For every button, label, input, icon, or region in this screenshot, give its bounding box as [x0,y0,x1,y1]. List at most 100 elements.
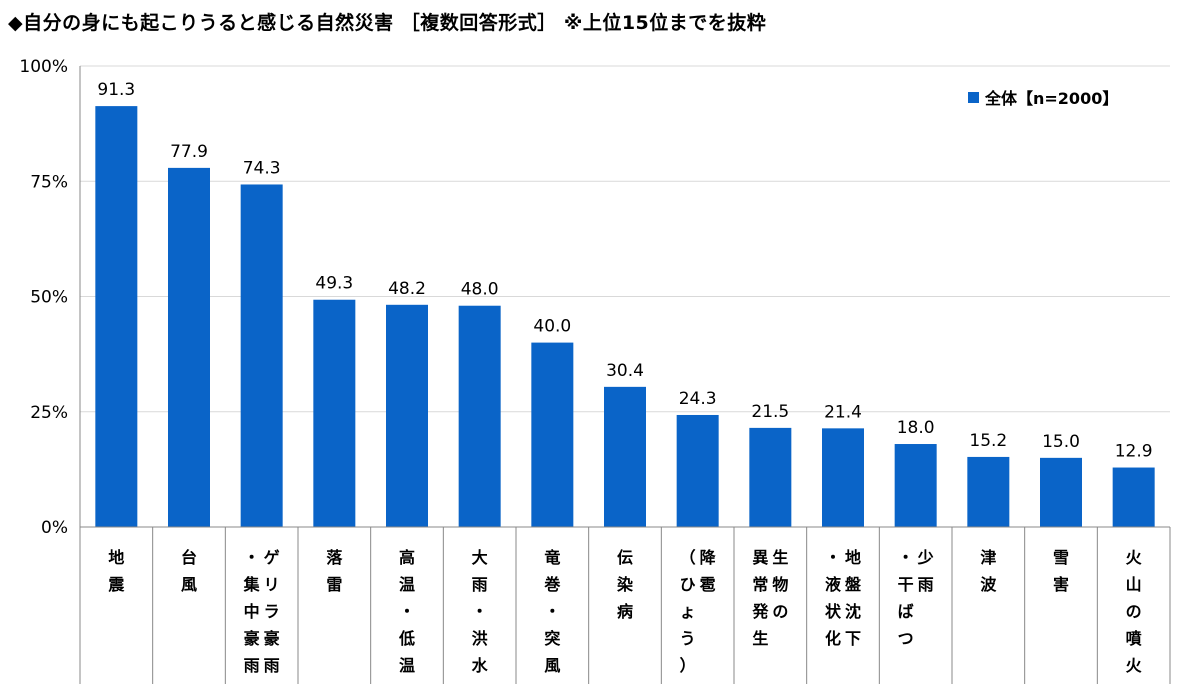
x-tick-char: 中 [244,602,260,621]
x-tick-char: 液 [825,575,842,594]
legend-label: 全体【n=2000】 [984,89,1118,108]
y-tick-label: 25% [30,403,68,423]
x-tick-char: 豪 [244,629,260,648]
x-tick-char: ・ [244,548,260,567]
data-label: 21.4 [824,402,862,422]
x-tick-char: 豪 [264,629,280,648]
x-tick-char: 水 [472,656,489,675]
bar [967,456,1010,527]
x-tick-char: 温 [398,575,415,594]
data-label: 30.4 [606,361,644,381]
x-tick-char: ・ [898,548,914,567]
bar [313,299,356,527]
x-tick-char: 火 [1126,656,1143,675]
x-tick-char: 雹 [700,575,716,594]
x-tick-label: 高温・低温 [398,548,415,675]
x-tick-char: 少 [917,548,934,567]
x-tick-label: 雪害 [1053,548,1069,594]
x-tick-char: つ [898,629,914,648]
data-label: 21.5 [751,402,789,422]
x-tick-char: ラ [264,602,280,621]
x-tick-char: 発 [751,602,769,621]
x-tick-char: 雨 [472,575,488,594]
x-tick-char: 波 [980,575,997,594]
x-tick-char: 常 [752,575,768,594]
bar [458,305,501,527]
x-tick-label: 地震 [107,548,125,594]
bar [1112,467,1155,527]
x-tick-char: ・ [825,548,841,567]
x-tick-char: 干 [898,575,914,594]
data-label: 77.9 [170,142,208,162]
x-tick-char: 状 [825,602,842,621]
x-tick-char: 降 [700,548,717,567]
chart-title: ◆自分の身にも起こりうると感じる自然災害 ［複数回答形式］ ※上位15位までを抜… [8,12,767,34]
x-tick-char: 風 [544,656,560,675]
bar [894,444,937,527]
x-tick-label: （ ひょう ） 降雹 [680,548,717,675]
x-tick-char: 竜 [544,548,560,567]
x-tick-char: 高 [399,548,415,567]
legend: 全体【n=2000】 [968,89,1118,108]
x-tick-char: の [1126,602,1142,621]
x-tick-label: 大雨・洪水 [472,548,489,675]
data-label: 12.9 [1115,442,1153,462]
x-tick-char: 震 [107,575,125,594]
x-tick-label: ・干ばつ 少雨 [898,548,934,648]
x-tick-char: 雷 [326,575,342,594]
bars [95,106,1155,528]
bar [531,342,574,527]
x-tick-char: （ [680,548,696,567]
x-tick-char: 風 [181,575,197,594]
bar [95,106,138,528]
x-tick-char: 伝 [617,548,633,567]
x-tick-char: 下 [845,629,861,648]
data-labels: 91.3 77.9 74.3 49.3 48.2 48.0 40.0 30.4 24.3 21.5… [97,80,1152,461]
x-tick-label: 竜巻・突風 [543,548,561,675]
x-tick-label: 伝染病 [616,548,634,621]
x-tick-char: 巻 [543,575,561,594]
data-label: 74.3 [243,158,281,178]
data-label: 49.3 [315,274,353,294]
x-tick-char: 大 [472,548,488,567]
x-tick-char: の [772,602,788,621]
x-tick-char: 低 [398,629,415,648]
x-tick-char: 台 [181,548,197,567]
x-tick-char: 盤 [845,575,862,594]
y-tick-label: 100% [19,57,68,77]
legend-swatch [968,92,979,103]
x-tick-char: ょ [680,602,696,621]
x-tick-char: 温 [398,656,415,675]
x-tick-char: リ [264,575,280,594]
x-tick-char: 津 [980,548,996,567]
data-label: 24.3 [679,389,717,409]
x-tick-char: 異 [752,548,768,567]
x-tick-label: 津波 [980,548,997,594]
x-tick-char: ・ [544,602,560,621]
x-tick-char: 生 [752,629,768,648]
x-tick-char: 沈 [845,602,861,621]
y-tick-label: 0% [41,518,68,538]
x-tick-char: 突 [544,629,560,648]
x-tick-char: 雨 [244,656,260,675]
bar [1040,457,1082,527]
x-tick-char: 地 [845,548,861,567]
bar [604,386,646,527]
x-tick-char: 火 [1126,548,1143,567]
data-label: 91.3 [97,80,135,100]
x-tick-char: ひ [680,575,696,594]
x-tick-char: ） [680,656,696,675]
bar [676,414,719,527]
x-axis: 地震台風・集中豪雨ゲリラ豪雨落雷高温・低温大雨・洪水竜巻・突風伝染病（ひょう）降… [79,526,1171,684]
y-tick-label: 75% [30,172,68,192]
x-tick-char: 雨 [264,656,280,675]
bar [386,304,428,527]
x-tick-char: 病 [617,602,633,621]
y-tick-label: 50% [30,288,68,308]
data-label: 40.0 [533,317,571,337]
x-tick-char: 化 [825,629,841,648]
